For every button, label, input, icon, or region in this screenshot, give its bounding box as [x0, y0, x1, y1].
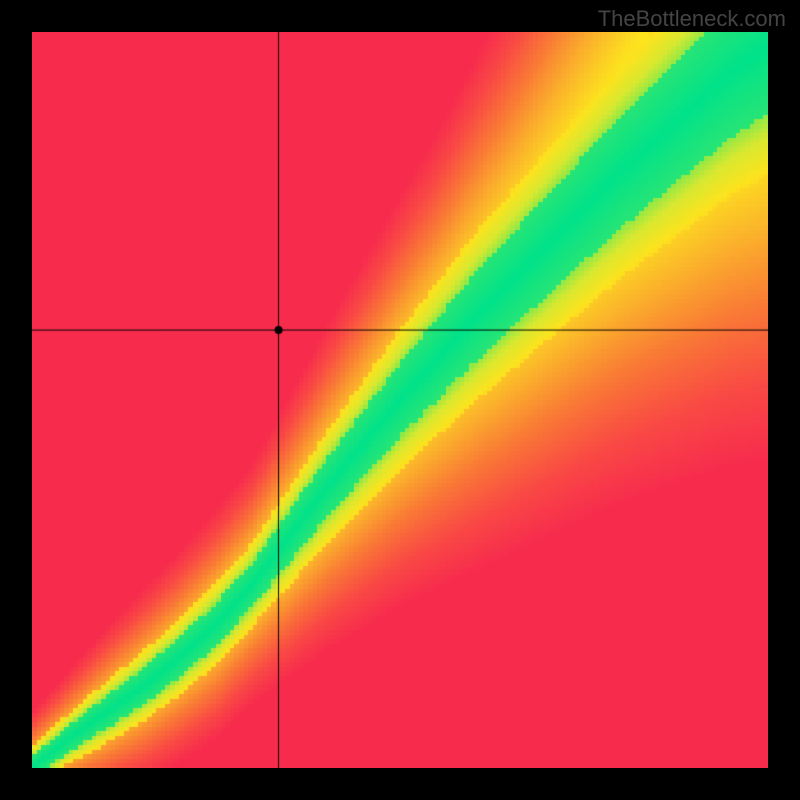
watermark-text: TheBottleneck.com [598, 6, 786, 32]
heatmap-plot [32, 32, 768, 768]
chart-container: TheBottleneck.com [0, 0, 800, 800]
heatmap-canvas [32, 32, 768, 768]
